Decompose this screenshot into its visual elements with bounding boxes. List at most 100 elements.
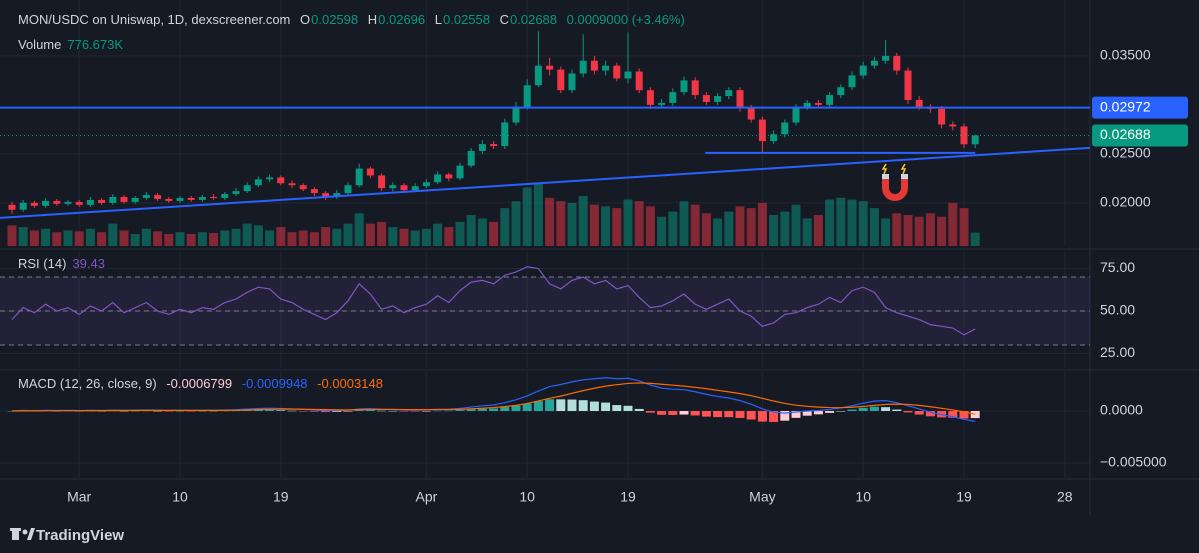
volume-bar xyxy=(869,208,879,246)
candle-body xyxy=(75,201,83,205)
histogram-bar xyxy=(287,410,297,412)
histogram-bar xyxy=(388,410,398,412)
volume-bar xyxy=(791,204,801,246)
rsi-legend: RSI (14) 39.43 xyxy=(18,256,111,271)
histogram-bar xyxy=(959,411,969,419)
volume-bar xyxy=(925,213,935,246)
candle-body xyxy=(490,144,498,147)
histogram-value: -0.0006799 xyxy=(166,376,233,391)
volume-bar xyxy=(545,197,555,246)
candle-body xyxy=(355,168,363,186)
magnet-tip xyxy=(882,174,889,179)
candle-body xyxy=(702,95,710,102)
candle-body xyxy=(826,95,834,105)
volume-bar xyxy=(556,201,566,246)
candle-body xyxy=(635,71,643,91)
volume-bar xyxy=(746,208,756,246)
macd-value: -0.0009948 xyxy=(241,376,308,391)
h-label: H xyxy=(367,12,378,27)
candle-body xyxy=(725,90,733,97)
x-tick-label: May xyxy=(749,489,775,505)
candle-body xyxy=(747,107,755,120)
histogram-bar xyxy=(601,402,611,412)
volume-bar xyxy=(567,202,577,246)
candle-body xyxy=(8,204,16,210)
volume-bar xyxy=(623,199,633,246)
histogram-bar xyxy=(970,411,980,419)
c-value: 0.02688 xyxy=(510,12,558,27)
histogram-bar xyxy=(164,411,174,412)
histogram-bar xyxy=(836,411,846,412)
volume-bar xyxy=(455,221,465,246)
y-tick-label: 25.00 xyxy=(1100,344,1135,360)
volume-bar xyxy=(175,232,185,246)
volume-bar xyxy=(74,231,84,246)
signal-value: -0.0003148 xyxy=(317,376,383,391)
x-tick-label: Apr xyxy=(415,489,437,505)
histogram-bar xyxy=(309,411,319,412)
volume-bar xyxy=(836,197,846,246)
volume-bar xyxy=(63,230,73,246)
volume-bar xyxy=(209,233,219,246)
trend-line xyxy=(0,146,1091,219)
histogram-bar xyxy=(533,401,543,412)
volume-bar xyxy=(601,206,611,246)
histogram-bar xyxy=(444,410,454,412)
candle-body xyxy=(478,144,486,151)
y-tick-label: 0.03500 xyxy=(1100,47,1151,63)
candle-body xyxy=(266,177,274,180)
volume-bar xyxy=(500,208,510,246)
volume-bar xyxy=(690,204,700,246)
candle-body xyxy=(53,200,61,204)
price-legend: MON/USDC on Uniswap, 1D, dexscreener.com… xyxy=(18,12,691,27)
histogram-bar xyxy=(209,411,219,412)
histogram-bar xyxy=(466,409,476,412)
histogram-bar xyxy=(7,411,17,412)
x-tick-label: 28 xyxy=(1057,489,1073,505)
price-label: 0.02688 xyxy=(1100,126,1151,142)
volume-bar xyxy=(769,215,779,246)
histogram-bar xyxy=(343,411,353,412)
histogram-bar xyxy=(892,409,902,412)
candle-body xyxy=(422,182,430,187)
volume-bar xyxy=(847,199,857,246)
x-tick-label: Mar xyxy=(67,489,91,505)
volume-legend: Volume 776.673K xyxy=(18,37,129,52)
histogram-bar xyxy=(825,411,835,413)
candle-body xyxy=(658,102,666,105)
candle-body xyxy=(154,195,162,199)
volume-bar xyxy=(634,201,644,246)
candle-body xyxy=(534,65,542,86)
histogram-bar xyxy=(175,411,185,412)
candle-body xyxy=(949,124,957,127)
histogram-bar xyxy=(724,411,734,418)
candle-body xyxy=(882,55,890,61)
candle-body xyxy=(714,96,722,102)
y-tick-label: 0.02500 xyxy=(1100,145,1151,161)
volume-bar xyxy=(668,211,678,246)
change: 0.0009000 (+3.46%) xyxy=(566,12,685,27)
candle-body xyxy=(781,122,789,135)
candle-body xyxy=(691,80,699,96)
x-tick-label: 10 xyxy=(519,489,535,505)
histogram-bar xyxy=(589,401,599,412)
spark xyxy=(881,163,888,175)
candle-body xyxy=(366,168,374,176)
volume-bar xyxy=(433,223,443,246)
price-label: 0.02972 xyxy=(1100,98,1151,114)
candle-body xyxy=(501,122,509,147)
histogram-bar xyxy=(477,408,487,412)
candle-body xyxy=(568,73,576,91)
x-tick-label: 19 xyxy=(956,489,972,505)
candle-body xyxy=(210,196,218,198)
volume-bar xyxy=(119,230,129,246)
volume-bar xyxy=(444,227,454,246)
l-label: L xyxy=(434,12,442,27)
magnet xyxy=(882,178,908,201)
candle-body xyxy=(770,134,778,142)
candle-body xyxy=(646,90,654,105)
volume-bar xyxy=(959,208,969,246)
l-value: 0.02558 xyxy=(443,12,490,27)
candle-body xyxy=(523,85,531,107)
pair-title: MON/USDC on Uniswap, 1D, dexscreener.com xyxy=(18,12,291,27)
